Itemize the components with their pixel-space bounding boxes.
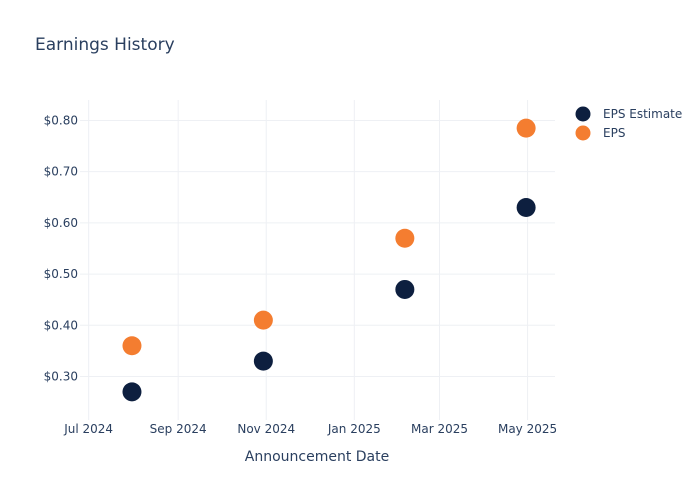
y-axis-ticks: $0.30 $0.40 $0.50 $0.60 $0.70 $0.80	[44, 113, 78, 383]
data-point[interactable]	[122, 336, 142, 356]
data-point[interactable]	[253, 310, 273, 330]
data-points	[122, 118, 536, 402]
legend-item[interactable]: EPS Estimate	[575, 106, 683, 122]
y-tick-label: $0.40	[44, 318, 78, 332]
x-tick-label: Jul 2024	[63, 422, 113, 436]
data-point[interactable]	[516, 198, 536, 218]
x-tick-label: Nov 2024	[237, 422, 295, 436]
data-point[interactable]	[516, 118, 536, 138]
grid-lines	[80, 100, 555, 420]
legend-marker	[575, 125, 591, 141]
data-point[interactable]	[122, 382, 142, 402]
legend[interactable]: EPS Estimate EPS	[575, 106, 683, 141]
y-tick-label: $0.30	[44, 369, 78, 383]
chart-title: Earnings History	[35, 35, 175, 55]
data-point[interactable]	[395, 228, 415, 248]
legend-label: EPS Estimate	[603, 107, 682, 121]
legend-item[interactable]: EPS	[575, 125, 626, 141]
x-axis-ticks: Jul 2024 Sep 2024 Nov 2024 Jan 2025 Mar 2025…	[63, 422, 557, 436]
y-tick-label: $0.70	[44, 165, 78, 179]
x-tick-label: May 2025	[498, 422, 557, 436]
x-tick-label: Sep 2024	[150, 422, 207, 436]
data-point[interactable]	[395, 279, 415, 299]
y-tick-label: $0.60	[44, 216, 78, 230]
y-tick-label: $0.80	[44, 113, 78, 127]
x-axis-title: Announcement Date	[245, 449, 389, 465]
y-tick-label: $0.50	[44, 267, 78, 281]
data-point[interactable]	[253, 351, 273, 371]
x-tick-label: Mar 2025	[411, 422, 468, 436]
legend-marker	[575, 106, 591, 122]
legend-label: EPS	[603, 126, 625, 140]
x-tick-label: Jan 2025	[327, 422, 381, 436]
